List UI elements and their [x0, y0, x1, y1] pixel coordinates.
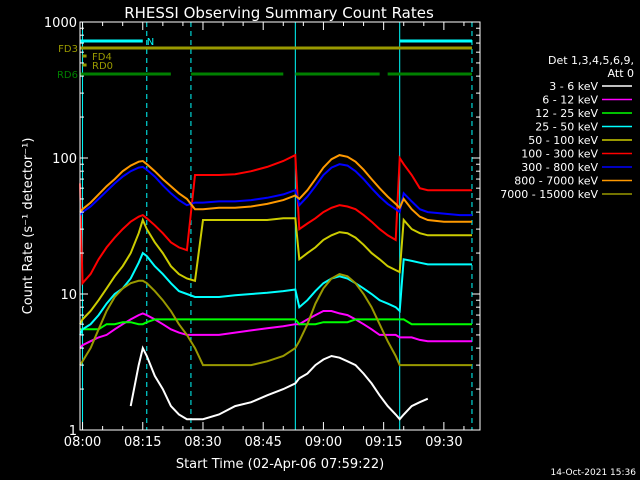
flag-label-fd3: FD3 — [58, 44, 78, 55]
y-tick-label: 1 — [69, 424, 77, 439]
y-axis-label: Count Rate (s⁻¹ detector⁻¹) — [21, 138, 36, 315]
y-tick-label: 1000 — [44, 16, 77, 31]
legend-header-line-2: Att 0 — [608, 67, 634, 80]
series-6-12-kev-line — [79, 310, 472, 349]
series-7000-15000-kev-line — [79, 273, 472, 367]
x-tick-label: 09:30 — [425, 435, 462, 450]
y-tick-label: 10 — [60, 288, 77, 303]
series-800-7000-kev-line — [79, 154, 472, 223]
series-3-6-kev-line — [129, 345, 429, 421]
x-tick-label: 08:15 — [124, 435, 161, 450]
series-25-50-kev-line — [79, 251, 472, 336]
flag-label-rd0: RD0 — [92, 61, 113, 72]
legend-label: 300 - 800 keV — [521, 161, 598, 174]
flag-label-rd6: RD6 — [57, 70, 78, 81]
legend-label: 100 - 300 keV — [521, 148, 598, 161]
y-tick-label: 100 — [52, 152, 77, 167]
flag-label-n: N — [147, 37, 154, 48]
y-axis-ticks: 1 10 100 1000 — [44, 16, 480, 439]
series-300-800-kev-line — [79, 163, 472, 217]
x-axis-ticks: 08:00 08:15 08:30 08:45 09:00 09:15 09:30 — [64, 22, 465, 450]
x-tick-label: 09:00 — [305, 435, 342, 450]
flag-label-fd4: FD4 — [92, 52, 112, 63]
chart-title: RHESSI Observing Summary Count Rates — [124, 4, 434, 22]
series-100-300-kev-line — [79, 153, 472, 286]
series-group — [79, 153, 472, 421]
legend-header-line-1: Det 1,3,4,5,6,9, — [548, 54, 634, 67]
legend-label: 12 - 25 keV — [535, 107, 598, 120]
x-axis-label: Start Time (02-Apr-06 07:59:22) — [176, 457, 384, 472]
timestamp: 14-Oct-2021 15:36 — [551, 468, 637, 478]
x-tick-label: 08:30 — [184, 435, 221, 450]
x-tick-label: 08:00 — [64, 435, 101, 450]
legend-label: 7000 - 15000 keV — [500, 188, 598, 201]
legend-label: 50 - 100 keV — [528, 134, 598, 147]
series-50-100-kev-line — [79, 217, 472, 325]
series-12-25-kev-line — [80, 318, 472, 331]
legend-label: 25 - 50 keV — [535, 121, 598, 134]
legend-label: 6 - 12 keV — [542, 94, 598, 107]
legend-label: 3 - 6 keV — [549, 80, 598, 93]
x-tick-label: 09:15 — [365, 435, 402, 450]
x-tick-label: 08:45 — [244, 435, 281, 450]
legend-label: 800 - 7000 keV — [514, 175, 598, 188]
plot-frame — [79, 21, 481, 431]
